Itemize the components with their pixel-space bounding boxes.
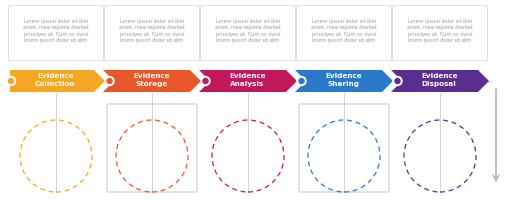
Circle shape — [7, 76, 16, 86]
Circle shape — [395, 78, 400, 84]
FancyBboxPatch shape — [105, 5, 199, 60]
Polygon shape — [199, 70, 297, 92]
Text: Evidence
Sharing: Evidence Sharing — [325, 73, 362, 87]
Text: Lorem ipsum dolor sit dim
amet, mea regione diamet
principes at. Cum no movi
lor: Lorem ipsum dolor sit dim amet, mea regi… — [23, 19, 89, 43]
Circle shape — [393, 76, 402, 86]
Text: Lorem ipsum dolor sit dim
amet, mea regione diamet
principes at. Cum no movi
lor: Lorem ipsum dolor sit dim amet, mea regi… — [119, 19, 185, 43]
Polygon shape — [391, 70, 489, 92]
Circle shape — [9, 78, 14, 84]
Polygon shape — [10, 70, 105, 92]
Text: Lorem ipsum dolor sit dim
amet, mea regione diamet
principes at. Cum no movi
lor: Lorem ipsum dolor sit dim amet, mea regi… — [407, 19, 473, 43]
Circle shape — [105, 76, 114, 86]
Circle shape — [107, 78, 112, 84]
Polygon shape — [103, 70, 201, 92]
Polygon shape — [295, 70, 393, 92]
FancyBboxPatch shape — [392, 5, 487, 60]
FancyBboxPatch shape — [296, 5, 391, 60]
Circle shape — [201, 76, 210, 86]
Circle shape — [203, 78, 208, 84]
Text: Lorem ipsum dolor sit dim
amet, mea regione diamet
principes at. Cum no movi
lor: Lorem ipsum dolor sit dim amet, mea regi… — [311, 19, 377, 43]
Text: Evidence
Collection: Evidence Collection — [35, 73, 76, 87]
Text: Evidence
Storage: Evidence Storage — [133, 73, 170, 87]
FancyBboxPatch shape — [200, 5, 295, 60]
Text: Evidence
Disposal: Evidence Disposal — [421, 73, 458, 87]
Circle shape — [297, 76, 306, 86]
Circle shape — [299, 78, 304, 84]
FancyBboxPatch shape — [9, 5, 104, 60]
Text: Lorem ipsum dolor sit dim
amet, mea regione diamet
principes at. Cum no movi
lor: Lorem ipsum dolor sit dim amet, mea regi… — [215, 19, 281, 43]
Text: Evidence
Analysis: Evidence Analysis — [229, 73, 266, 87]
